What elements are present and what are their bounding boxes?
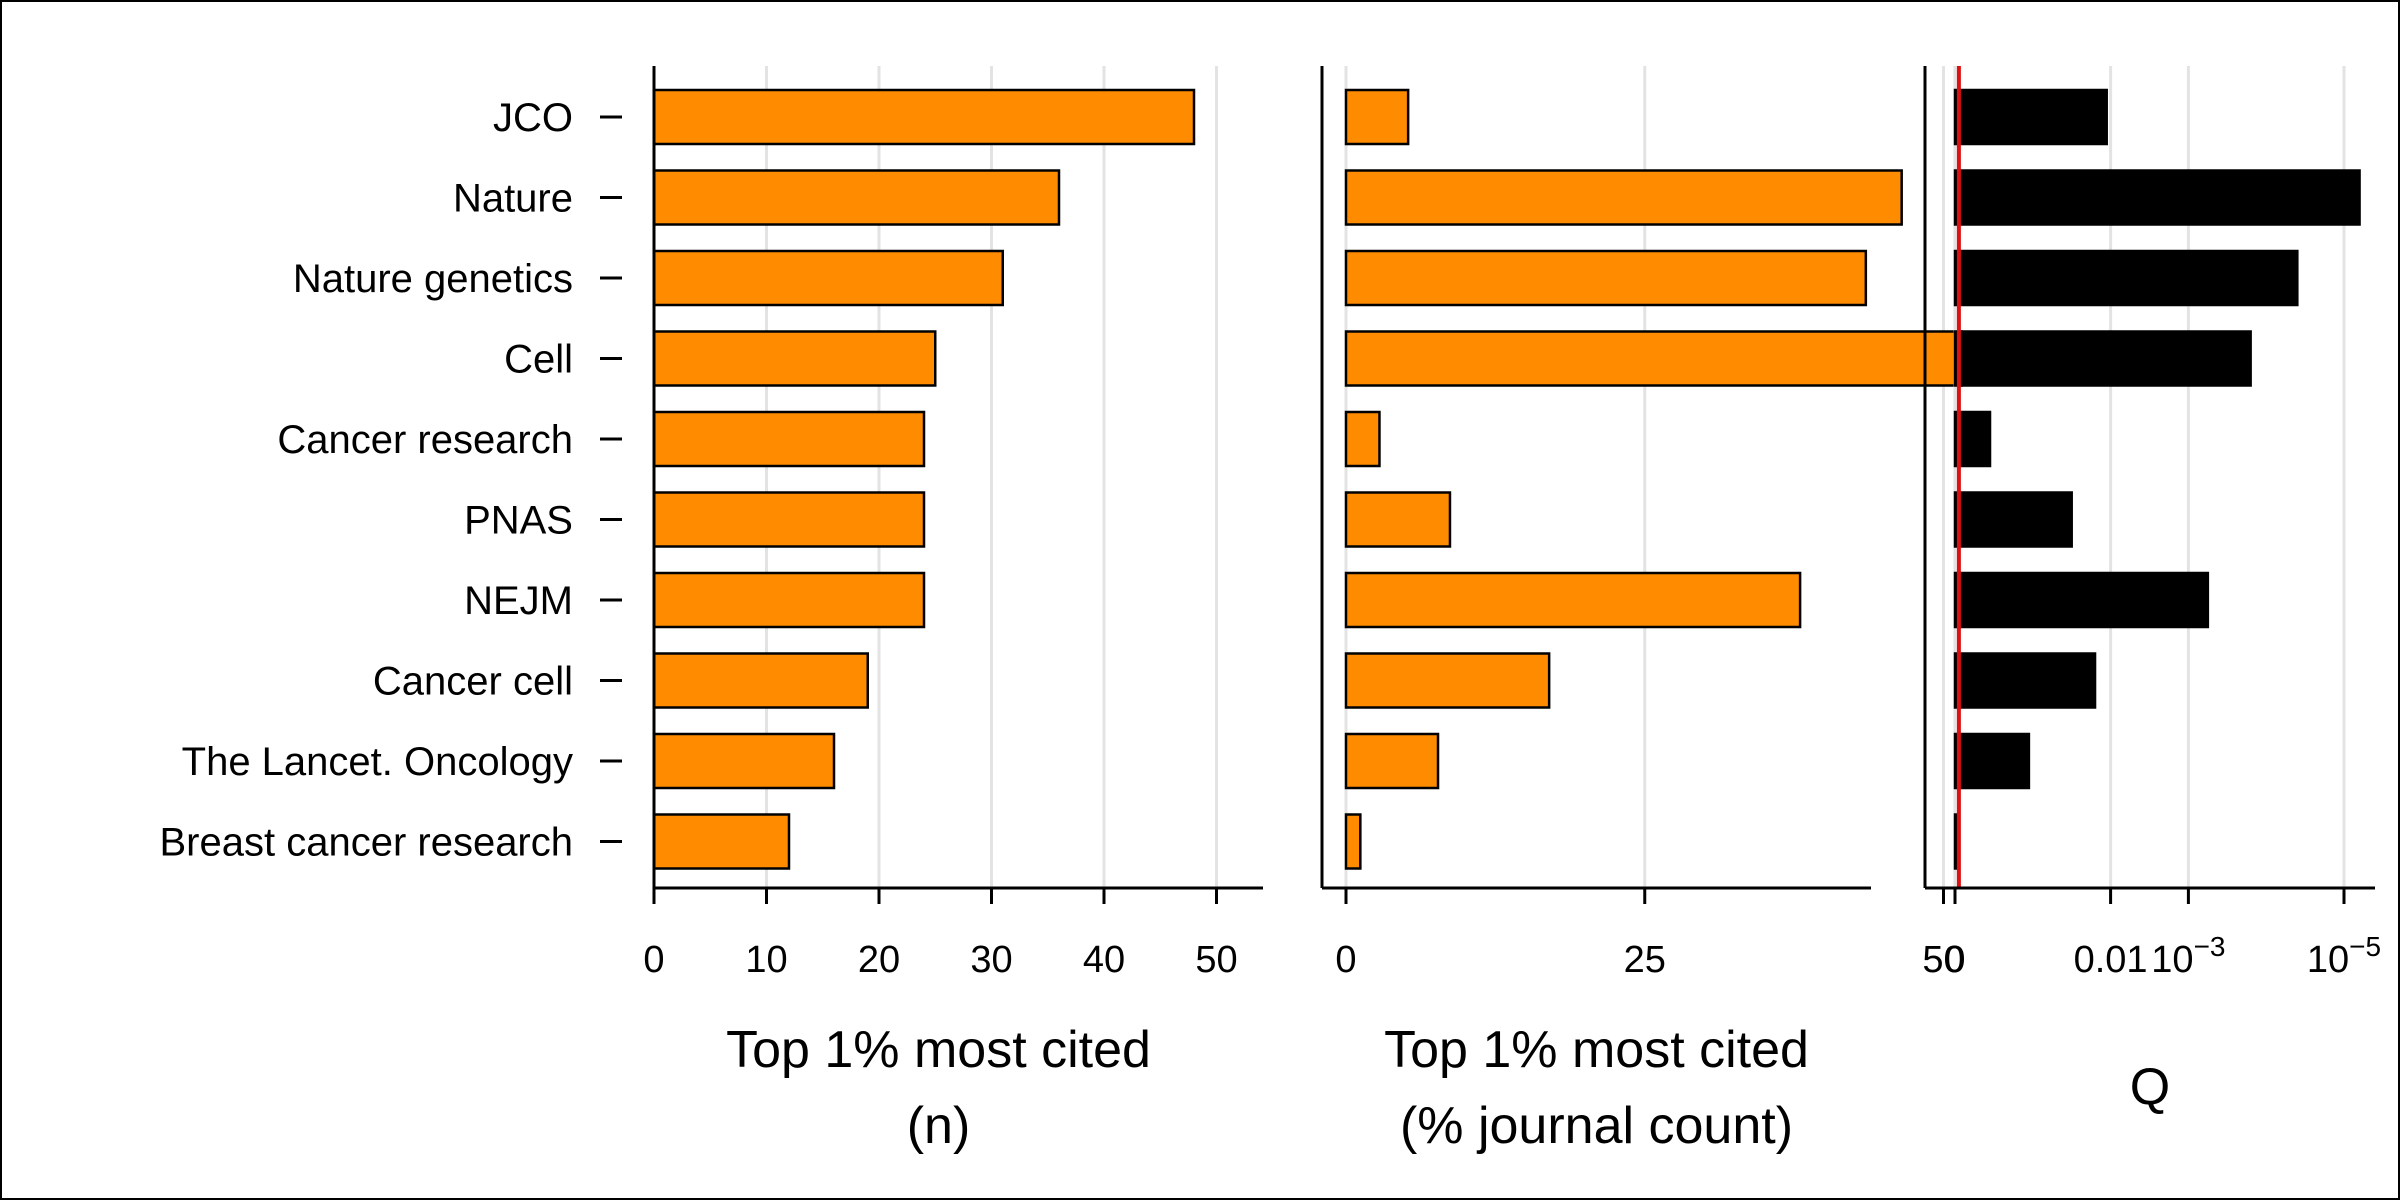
bar-nature xyxy=(1953,169,2361,226)
panel-count: 0 10 20 30 40 50 Top 1% most cited (n) xyxy=(643,66,1263,1155)
category-label-cell: Cell xyxy=(504,338,573,382)
x-axis-title-line-2: (% journal count) xyxy=(1400,1097,1793,1155)
bar-nejm xyxy=(1344,571,1802,629)
x-tick-label-0: 0 xyxy=(1944,939,1965,981)
bar-breast-cancer-research xyxy=(1344,813,1362,870)
bar-cancer-cell xyxy=(1344,652,1551,709)
panel-percent: 0 25 50 Top 1% most cited (% journal count) xyxy=(1320,66,1965,1155)
bar-cell xyxy=(1344,330,1963,387)
category-label-cancer-research: Cancer research xyxy=(277,418,573,462)
tick-label-base: 10 xyxy=(2151,939,2193,981)
bar-nature-genetics xyxy=(1344,249,1868,307)
bar-cancer-cell xyxy=(652,652,869,709)
bar-nature xyxy=(652,169,1061,226)
x-tick-label-0-01: 0.01 xyxy=(2074,939,2148,981)
x-tick-label-0: 0 xyxy=(1335,939,1356,981)
x-tick-label-50: 50 xyxy=(1195,939,1237,981)
bar-the-lancet-oncology xyxy=(1953,732,2031,790)
bar-pnas xyxy=(652,491,926,548)
bar-nejm xyxy=(1953,571,2210,629)
panel-q: 0 0.01 10−3 10−5Q xyxy=(1923,66,2381,1116)
bar-nature xyxy=(1344,169,1903,226)
category-label-nejm: NEJM xyxy=(464,579,573,623)
category-label-nature-genetics: Nature genetics xyxy=(293,257,573,301)
x-axis-title-line-2: (n) xyxy=(907,1097,971,1155)
bar-cancer-cell xyxy=(1953,652,2097,709)
x-tick-label-0: 0 xyxy=(643,939,664,981)
bar-pnas xyxy=(1953,491,2073,548)
category-label-cancer-cell: Cancer cell xyxy=(373,660,573,704)
x-axis-title-line-1: Top 1% most cited xyxy=(1384,1021,1809,1079)
tick-label-exponent: −5 xyxy=(2349,931,2381,962)
tick-label-base: 10 xyxy=(2307,939,2349,981)
category-label-breast-cancer-research: Breast cancer research xyxy=(159,821,573,865)
bar-jco xyxy=(1953,88,2108,146)
category-label-jco: JCO xyxy=(493,96,573,140)
x-tick-label-10-5: 10−5 xyxy=(2307,931,2381,981)
x-tick-label-10-3: 10−3 xyxy=(2151,931,2225,981)
bar-cancer-research xyxy=(1344,410,1381,468)
bar-jco xyxy=(1344,88,1410,146)
bar-the-lancet-oncology xyxy=(1344,732,1440,790)
x-tick-label-25: 25 xyxy=(1624,939,1666,981)
bar-cell xyxy=(1953,330,2252,387)
category-label-the-lancet-oncology: The Lancet. Oncology xyxy=(182,740,573,784)
bar-nejm xyxy=(652,571,926,629)
x-tick-label-40: 40 xyxy=(1083,939,1125,981)
x-tick-label-10: 10 xyxy=(745,939,787,981)
bar-cell xyxy=(652,330,937,387)
bar-breast-cancer-research xyxy=(1953,813,1958,870)
category-labels: JCO Nature Nature genetics Cell Cancer resea… xyxy=(159,96,622,865)
category-label-pnas: PNAS xyxy=(464,499,573,543)
x-tick-label-30: 30 xyxy=(970,939,1012,981)
x-tick-label-20: 20 xyxy=(858,939,900,981)
x-axis-title-line-1: Top 1% most cited xyxy=(726,1021,1151,1079)
tick-label-exponent: −3 xyxy=(2194,931,2226,962)
bar-nature-genetics xyxy=(1953,249,2299,307)
bar-breast-cancer-research xyxy=(652,813,791,870)
x-tick-label-50: 50 xyxy=(1922,939,1964,981)
bar-nature-genetics xyxy=(652,249,1004,307)
bar-jco xyxy=(652,88,1196,146)
bar-pnas xyxy=(1344,491,1452,548)
category-label-nature: Nature xyxy=(453,177,573,221)
bar-the-lancet-oncology xyxy=(652,732,836,790)
x-axis-title: Q xyxy=(2130,1058,2170,1116)
bar-cancer-research xyxy=(652,410,926,468)
